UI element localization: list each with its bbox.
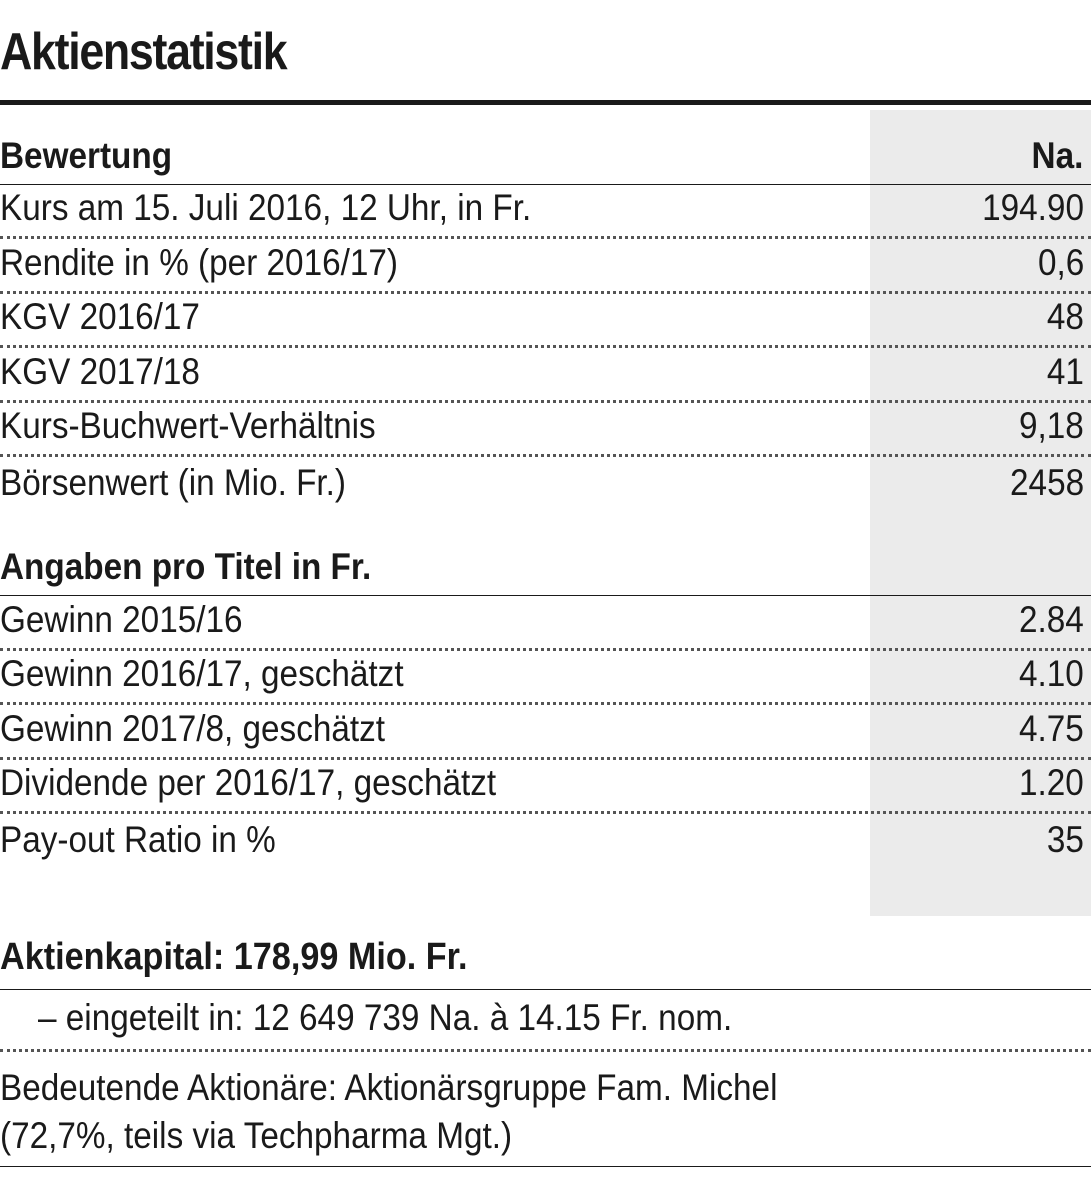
table-row: Pay-out Ratio in % 35 bbox=[0, 814, 1091, 868]
holders-line-1: Bedeutende Aktionäre: Aktionärsgruppe Fa… bbox=[0, 1067, 778, 1108]
row-value: 35 bbox=[1046, 819, 1084, 861]
table-row: Dividende per 2016/17, geschätzt 1.20 bbox=[0, 760, 1091, 814]
row-label: Gewinn 2016/17, geschätzt bbox=[0, 653, 404, 695]
row-value: 1.20 bbox=[1018, 761, 1084, 803]
row-value: 48 bbox=[1046, 296, 1084, 338]
valuation-heading: Bewertung bbox=[0, 135, 173, 176]
row-label: Kurs am 15. Juli 2016, 12 Uhr, in Fr. bbox=[0, 187, 532, 229]
page-title: Aktienstatistik bbox=[0, 23, 288, 81]
table-row: Gewinn 2017/8, geschätzt 4.75 bbox=[0, 705, 1091, 760]
row-value: 2.84 bbox=[1018, 598, 1084, 640]
capital-heading-text: Aktienkapital: 178,99 Mio. Fr. bbox=[0, 936, 468, 978]
table-row: Gewinn 2015/16 2.84 bbox=[0, 596, 1091, 651]
capital-section: Aktienkapital: 178,99 Mio. Fr. – eingete… bbox=[0, 928, 1091, 1167]
capital-subdivision: – eingeteilt in: 12 649 739 Na. à 14.15 … bbox=[0, 990, 1091, 1052]
table-row: Kurs-Buchwert-Verhältnis 9,18 bbox=[0, 403, 1091, 457]
row-label: Rendite in % (per 2016/17) bbox=[0, 241, 398, 283]
row-value: 0,6 bbox=[1037, 241, 1084, 283]
row-label: KGV 2017/18 bbox=[0, 350, 200, 392]
capital-subdivision-text: – eingeteilt in: 12 649 739 Na. à 14.15 … bbox=[38, 997, 733, 1038]
stats-table: Bewertung Na. Kurs am 15. Juli 2016, 12 … bbox=[0, 110, 1091, 868]
per-share-header: Angaben pro Titel in Fr. bbox=[0, 511, 1091, 597]
row-label: Kurs-Buchwert-Verhältnis bbox=[0, 404, 376, 446]
row-value: 2458 bbox=[1009, 462, 1084, 504]
row-value: 194.90 bbox=[981, 187, 1084, 229]
row-label: Pay-out Ratio in % bbox=[0, 819, 276, 861]
per-share-heading: Angaben pro Titel in Fr. bbox=[0, 546, 372, 588]
holders-line-2: (72,7%, teils via Techpharma Mgt.) bbox=[0, 1115, 513, 1156]
row-value: 4.10 bbox=[1018, 653, 1084, 695]
row-label: KGV 2016/17 bbox=[0, 296, 200, 338]
table-row: KGV 2017/18 41 bbox=[0, 348, 1091, 403]
table-row: Kurs am 15. Juli 2016, 12 Uhr, in Fr. 19… bbox=[0, 185, 1091, 240]
valuation-header: Bewertung Na. bbox=[0, 110, 1091, 185]
row-label: Gewinn 2015/16 bbox=[0, 598, 243, 640]
table-row: KGV 2016/17 48 bbox=[0, 294, 1091, 349]
column-label: Na. bbox=[1031, 135, 1084, 176]
title-rule bbox=[0, 100, 1091, 105]
row-value: 9,18 bbox=[1018, 404, 1084, 446]
capital-heading: Aktienkapital: 178,99 Mio. Fr. bbox=[0, 928, 1091, 990]
value-column-shading bbox=[870, 110, 1091, 916]
row-label: Börsenwert (in Mio. Fr.) bbox=[0, 462, 347, 504]
table-row: Gewinn 2016/17, geschätzt 4.10 bbox=[0, 651, 1091, 706]
row-label: Gewinn 2017/8, geschätzt bbox=[0, 707, 386, 749]
table-row: Börsenwert (in Mio. Fr.) 2458 bbox=[0, 457, 1091, 511]
major-shareholders: Bedeutende Aktionäre: Aktionärsgruppe Fa… bbox=[0, 1052, 1091, 1167]
row-value: 41 bbox=[1046, 350, 1084, 392]
table-row: Rendite in % (per 2016/17) 0,6 bbox=[0, 239, 1091, 294]
row-label: Dividende per 2016/17, geschätzt bbox=[0, 761, 497, 803]
row-value: 4.75 bbox=[1018, 707, 1084, 749]
